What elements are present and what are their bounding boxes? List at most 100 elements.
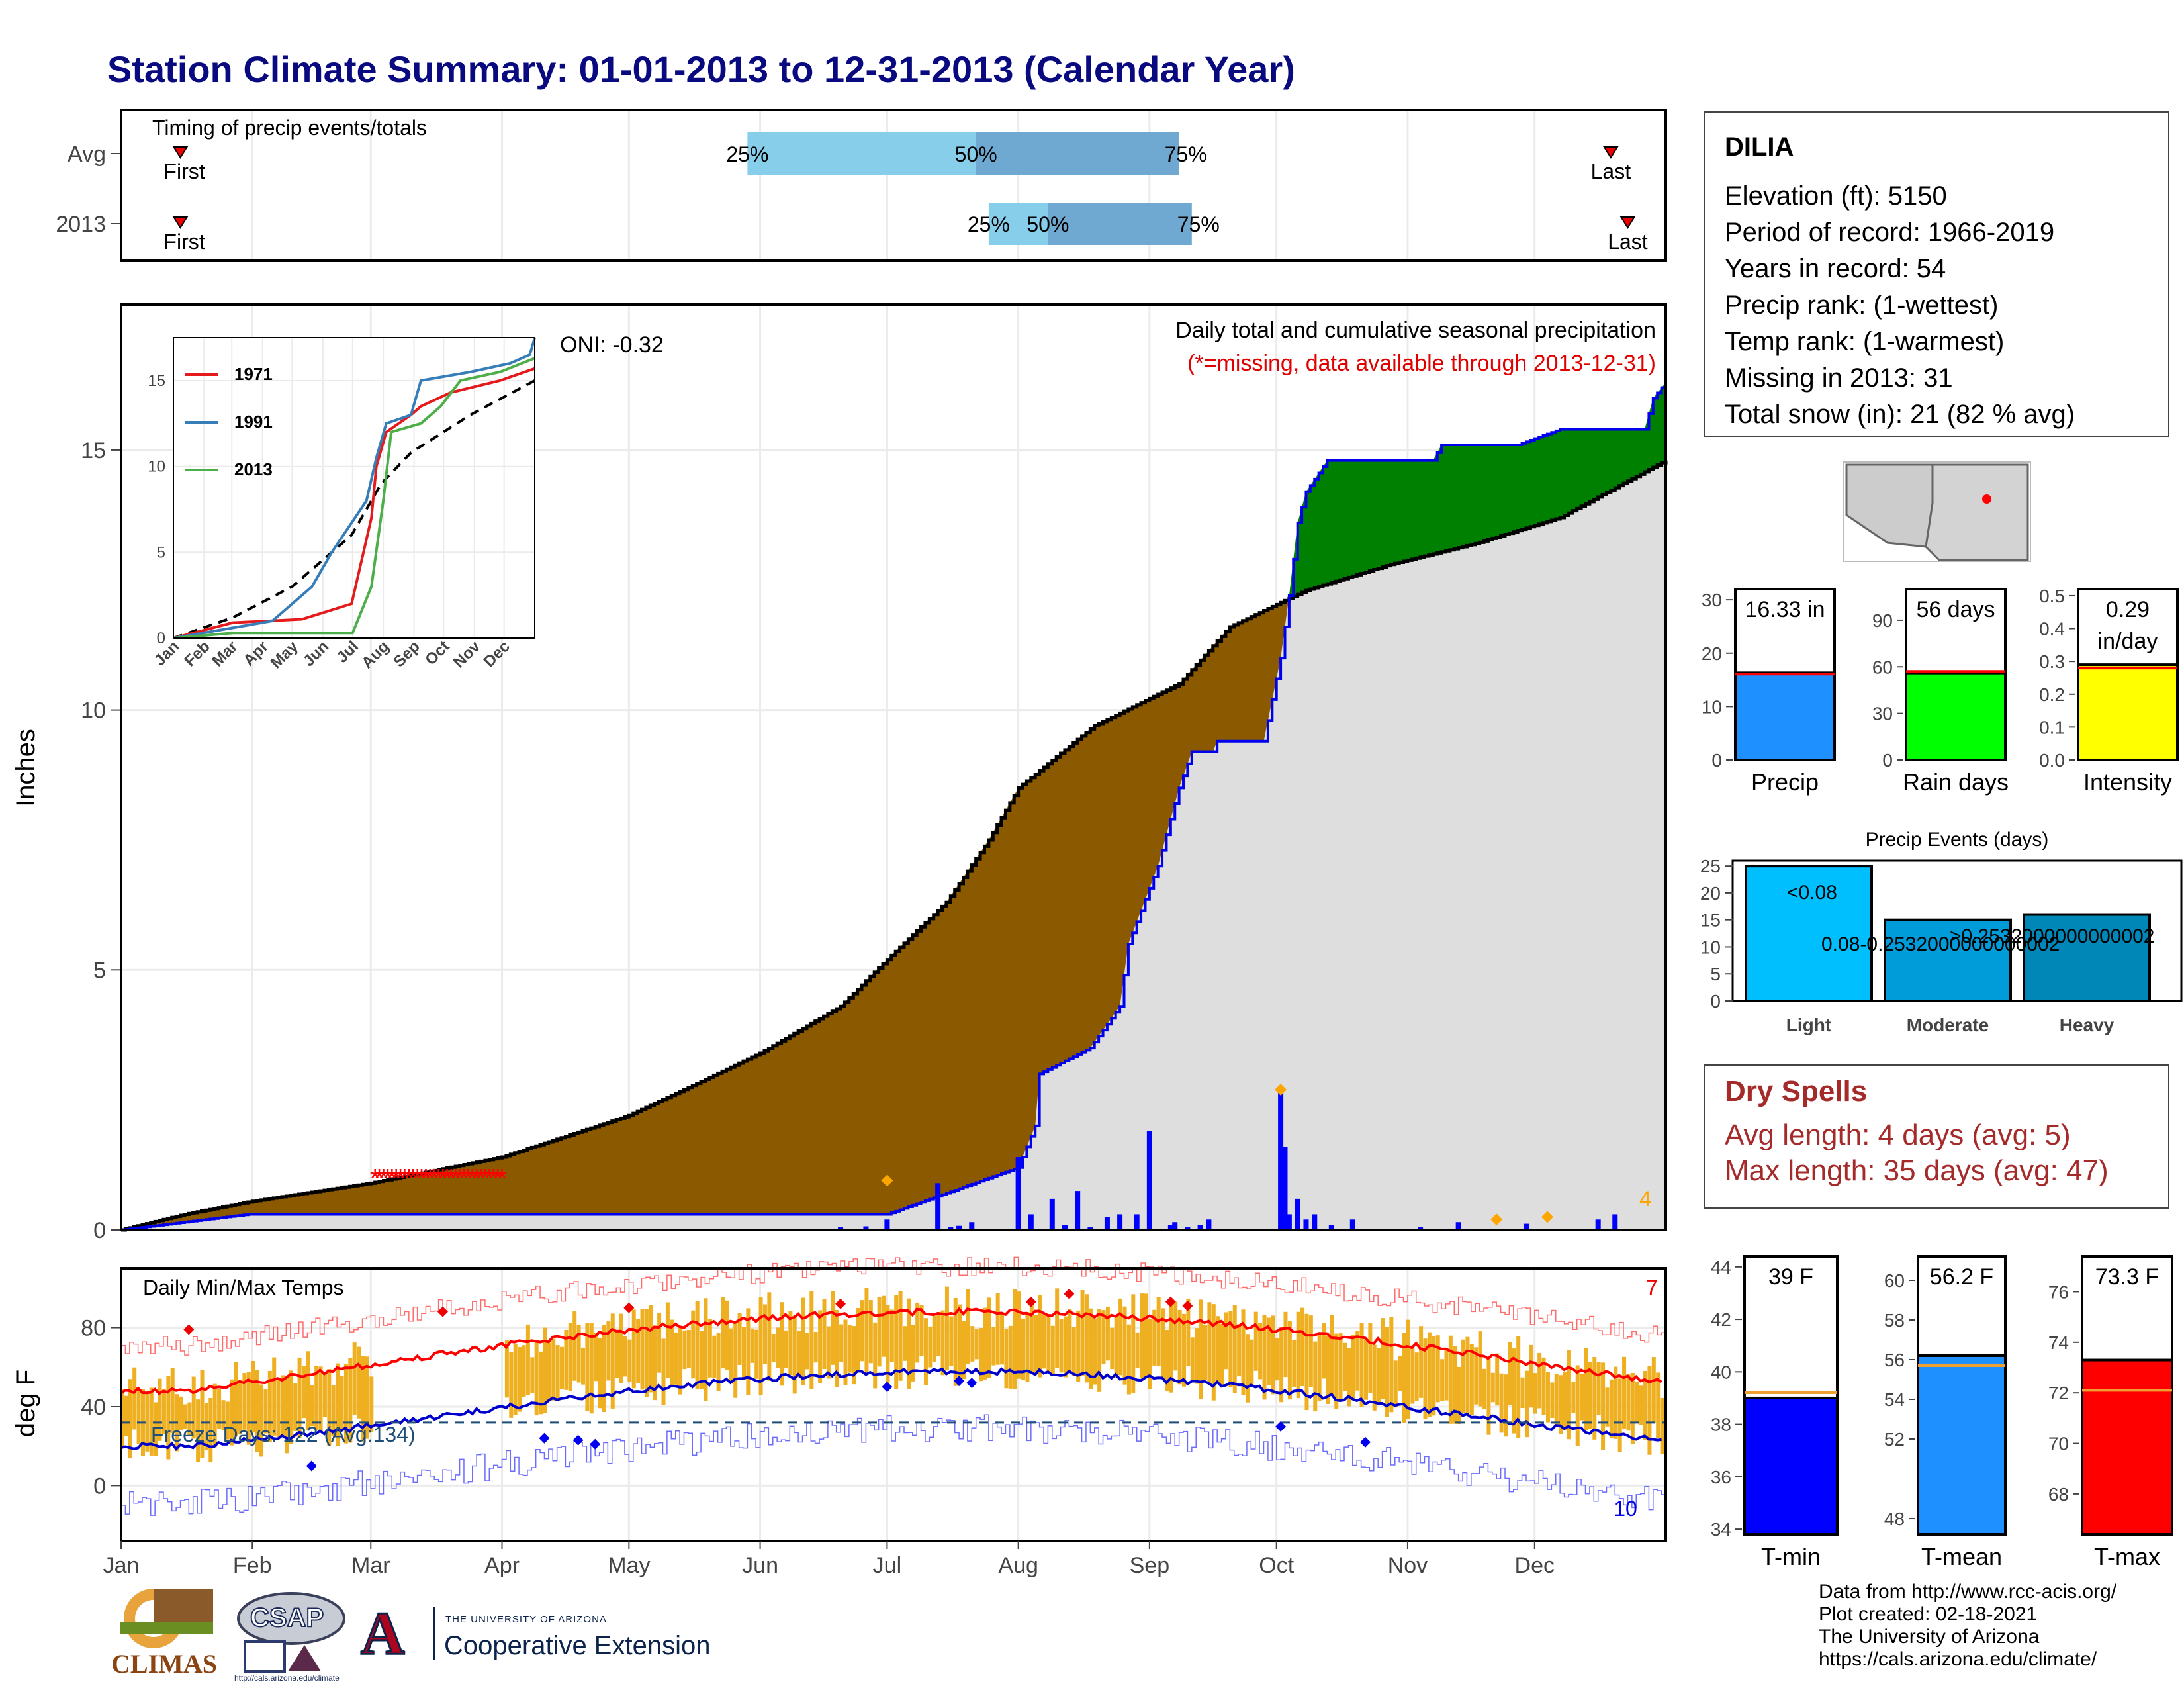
precip-events-light-label: <0.08 xyxy=(1787,882,1837,904)
temp-min-tick-label: 38 xyxy=(1711,1415,1731,1435)
oni-label: ONI: -0.32 xyxy=(560,332,664,357)
daily-precip-bar xyxy=(1172,1222,1178,1230)
temp-panel-border xyxy=(120,1267,1667,1542)
daily-temp-bar xyxy=(208,1397,213,1463)
daily-temp-bar xyxy=(191,1376,196,1439)
missing-day-marker: * xyxy=(455,1164,465,1193)
precip-events-category: Heavy xyxy=(2060,1015,2115,1035)
daily-temp-bar xyxy=(267,1370,272,1442)
record-low-marker xyxy=(954,1376,965,1387)
daily-temp-bar xyxy=(691,1310,696,1379)
daily-temp-bar xyxy=(1541,1357,1546,1415)
missing-day-marker: * xyxy=(391,1164,402,1193)
credit-line: Data from http://www.rcc-acis.org/ xyxy=(1819,1581,2117,1603)
daily-temp-bar xyxy=(1343,1342,1347,1391)
avg-cumulative-line xyxy=(121,460,1668,1232)
daily-precip-bar xyxy=(1134,1214,1140,1230)
temp-mean-tick-label: 48 xyxy=(1884,1509,1905,1529)
record-high-marker xyxy=(1165,1296,1176,1307)
inset-legend-label: 1971 xyxy=(234,364,273,384)
daily-temp-bar xyxy=(1508,1342,1512,1405)
daily-temp-bar xyxy=(1592,1356,1597,1440)
daily-temp-bar xyxy=(1258,1323,1263,1380)
daily-temp-bar xyxy=(369,1376,374,1432)
daily-temp-bar xyxy=(1359,1323,1364,1407)
daily-temp-bar xyxy=(1643,1370,1648,1440)
daily-temp-bar xyxy=(847,1325,852,1373)
daily-temp-bar xyxy=(784,1330,788,1368)
daily-temp-bar xyxy=(1300,1307,1305,1387)
record-high-count: 7 xyxy=(1646,1276,1658,1299)
timing-panel-border xyxy=(120,109,1667,262)
missing-day-marker: * xyxy=(412,1164,423,1193)
daily-temp-bar xyxy=(686,1329,691,1368)
daily-temp-bar xyxy=(856,1307,860,1373)
daily-temp-bar xyxy=(230,1379,234,1446)
daily-precip-bar xyxy=(1455,1222,1461,1230)
daily-temp-bar xyxy=(907,1298,911,1389)
daily-precip-bar xyxy=(1303,1219,1309,1230)
daily-temp-bar xyxy=(297,1357,302,1438)
daily-temp-bar xyxy=(818,1310,823,1383)
daily-temp-bar xyxy=(1529,1344,1533,1408)
freeze-days-label: Freeze Days: 122 (Avg:134) xyxy=(151,1423,416,1446)
daily-temp-bar xyxy=(1182,1313,1187,1387)
daily-temp-bar xyxy=(750,1328,754,1363)
record-low-marker xyxy=(1275,1421,1287,1432)
daily-precip-bar xyxy=(1595,1219,1601,1230)
daily-temp-bar xyxy=(1453,1346,1457,1424)
daily-temp-bar xyxy=(1461,1339,1466,1413)
daily-temp-bar xyxy=(1195,1328,1199,1384)
daily-precip-bar xyxy=(1167,1225,1173,1230)
month-label: Dec xyxy=(1515,1553,1555,1578)
daily-temp-bar xyxy=(695,1301,700,1390)
daily-temp-bar xyxy=(1575,1365,1580,1446)
daily-temp-bar xyxy=(1308,1315,1313,1387)
month-label: Jul xyxy=(873,1553,901,1578)
daily-temp-bar xyxy=(1372,1344,1377,1411)
record-low-marker xyxy=(1359,1436,1371,1448)
daily-temp-bar xyxy=(1304,1313,1309,1411)
month-label: Mar xyxy=(351,1553,390,1578)
daily-temp-bar xyxy=(729,1328,733,1384)
missing-day-marker: * xyxy=(429,1164,439,1193)
daily-temp-bar xyxy=(1253,1311,1258,1371)
daily-temp-bar xyxy=(1296,1311,1300,1399)
ua-top-text: THE UNIVERSITY OF ARIZONA xyxy=(445,1614,607,1625)
daily-temp-bar xyxy=(285,1377,289,1454)
last-marker-icon xyxy=(1619,216,1636,229)
precip-ytick-label: 5 xyxy=(93,958,106,983)
daily-temp-bar xyxy=(1617,1378,1622,1452)
daily-temp-bar xyxy=(1660,1397,1664,1454)
first-marker-icon xyxy=(172,216,189,229)
temp-max-tick-label: 70 xyxy=(2048,1434,2069,1454)
precip-baseline-area xyxy=(121,460,1666,1231)
daily-temp-bar xyxy=(534,1342,539,1416)
daily-temp-bar xyxy=(831,1291,835,1365)
daily-temp-bar xyxy=(974,1329,979,1360)
record-low-marker xyxy=(572,1434,584,1446)
daily-temp-bar xyxy=(530,1357,535,1393)
daily-temp-bar xyxy=(598,1338,602,1409)
daily-temp-bar xyxy=(576,1324,581,1383)
daily-temp-bar xyxy=(716,1333,721,1391)
daily-temp-bar xyxy=(1241,1309,1246,1395)
timing-row-label: 2013 xyxy=(56,212,106,237)
daily-temp-bar xyxy=(1326,1335,1330,1404)
timing-label-75: 75% xyxy=(1165,142,1207,166)
inset-legend-label: 1991 xyxy=(234,412,273,432)
daily-temp-bar xyxy=(983,1307,987,1380)
daily-temp-bar xyxy=(661,1338,666,1405)
missing-day-marker: * xyxy=(467,1164,478,1193)
timing-last-label: Last xyxy=(1608,230,1648,254)
daily-temp-bar xyxy=(1148,1318,1152,1389)
missing-day-marker: * xyxy=(442,1164,453,1193)
record-high-marker xyxy=(183,1324,195,1335)
daily-temp-bar xyxy=(1398,1356,1402,1391)
daily-temp-bar xyxy=(1071,1327,1076,1376)
timing-label-50: 50% xyxy=(955,142,997,166)
daily-temp-bar xyxy=(1656,1372,1661,1438)
daily-temp-bar xyxy=(1516,1336,1521,1438)
daily-temp-bar xyxy=(1165,1329,1169,1391)
